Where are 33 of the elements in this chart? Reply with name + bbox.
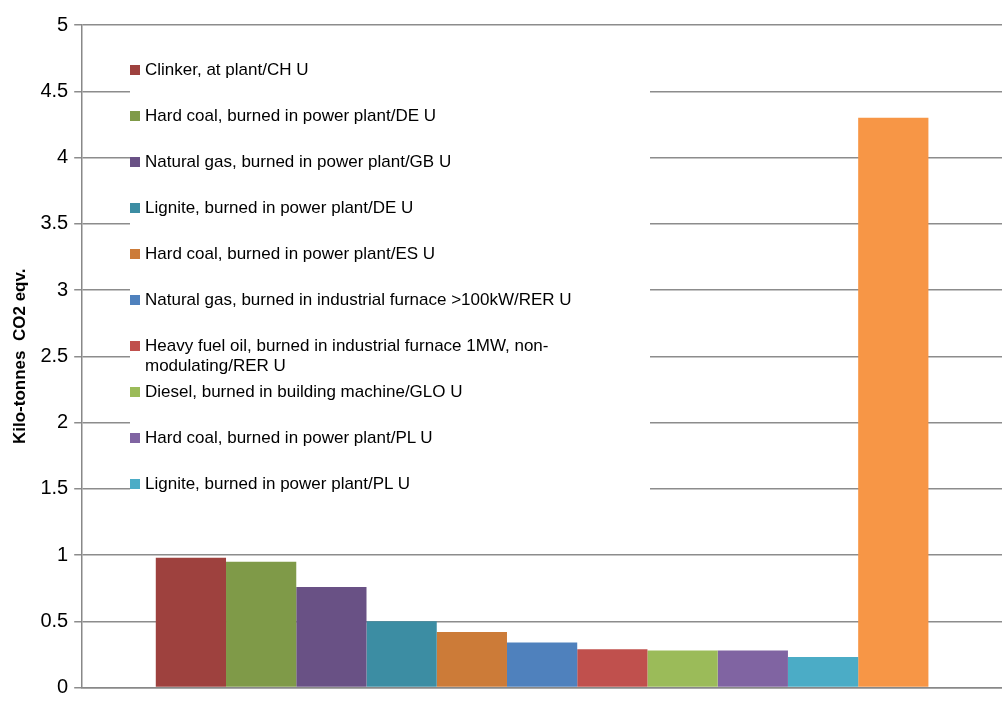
bar (226, 561, 297, 687)
legend-label: Natural gas, burned in power plant/GB U (145, 152, 452, 172)
y-tick-label: 3.5 (40, 211, 69, 234)
legend-label: Hard coal, burned in power plant/DE U (145, 106, 437, 126)
y-tick-label: 3 (57, 277, 69, 300)
y-tick-label: 1.5 (40, 476, 69, 499)
legend-label: Hard coal, burned in power plant/ES U (145, 244, 436, 264)
legend-label: Natural gas, burned in industrial furnace >100kW/RER U (145, 290, 572, 310)
legend-label: Clinker, at plant/CH U (145, 60, 309, 80)
y-axis-title: Kilo-tonnes CO2 eqv. (9, 268, 29, 444)
y-tick-label: 1 (57, 542, 69, 565)
bar (506, 642, 578, 687)
y-tick-label: 0 (57, 675, 69, 698)
y-tick-label: 0.5 (40, 608, 69, 631)
bar (436, 631, 507, 687)
bar (155, 557, 227, 687)
legend-label: Lignite, burned in power plant/PL U (145, 474, 410, 494)
y-tick-label: 4.5 (40, 78, 69, 101)
legend-label: Heavy fuel oil, burned in industrial furnace 1MW, non-modulating/RER U (145, 336, 550, 376)
legend-label: Diesel, burned in building machine/GLO U (145, 382, 463, 402)
bar (858, 117, 929, 687)
legend-label: Lignite, burned in power plant/DE U (145, 198, 414, 218)
bar (366, 621, 437, 687)
bar (296, 586, 367, 687)
bar (717, 650, 788, 687)
bar (577, 649, 648, 687)
y-tick-label: 5 (57, 12, 69, 35)
y-tick-label: 2.5 (40, 343, 69, 366)
bar (647, 650, 718, 687)
legend-label: Hard coal, burned in power plant/PL U (145, 428, 433, 448)
y-tick-label: 2 (57, 410, 69, 433)
bar (787, 657, 859, 687)
y-tick-label: 4 (57, 145, 69, 168)
